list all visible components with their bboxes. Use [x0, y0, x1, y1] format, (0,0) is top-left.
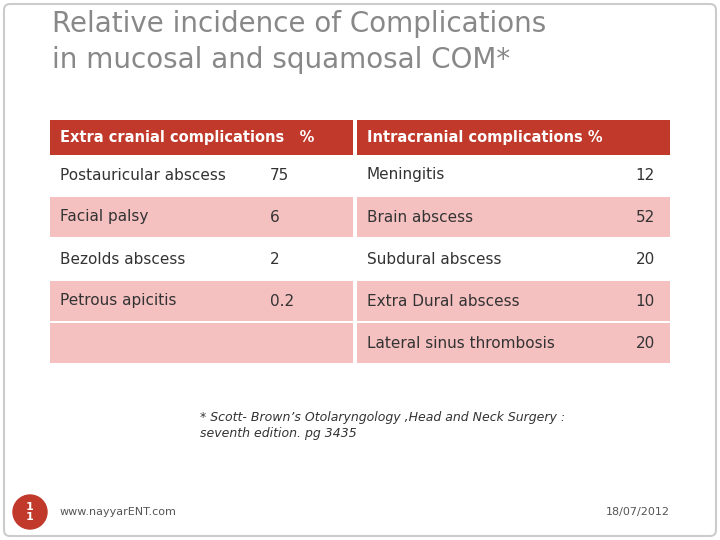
- FancyBboxPatch shape: [357, 120, 670, 155]
- Text: Lateral sinus thrombosis: Lateral sinus thrombosis: [367, 335, 555, 350]
- Text: Extra cranial complications   %: Extra cranial complications %: [60, 130, 315, 145]
- Text: Facial palsy: Facial palsy: [60, 210, 148, 225]
- FancyBboxPatch shape: [357, 197, 670, 237]
- Text: Extra Dural abscess: Extra Dural abscess: [367, 294, 520, 308]
- Text: Relative incidence of Complications
in mucosal and squamosal COM*: Relative incidence of Complications in m…: [52, 10, 546, 73]
- Text: Meningitis: Meningitis: [367, 167, 446, 183]
- FancyBboxPatch shape: [357, 281, 670, 321]
- FancyBboxPatch shape: [50, 239, 353, 279]
- Circle shape: [13, 495, 47, 529]
- Text: 1
1: 1 1: [26, 502, 34, 522]
- Text: 18/07/2012: 18/07/2012: [606, 507, 670, 517]
- Text: www.nayyarENT.com: www.nayyarENT.com: [60, 507, 177, 517]
- Text: 20: 20: [636, 335, 655, 350]
- Text: 12: 12: [636, 167, 655, 183]
- Text: Intracranial complications %: Intracranial complications %: [367, 130, 603, 145]
- FancyBboxPatch shape: [4, 4, 716, 536]
- Text: 20: 20: [636, 252, 655, 267]
- Text: Postauricular abscess: Postauricular abscess: [60, 167, 226, 183]
- Text: 6: 6: [270, 210, 280, 225]
- FancyBboxPatch shape: [357, 239, 670, 279]
- FancyBboxPatch shape: [357, 323, 670, 363]
- Text: 0.2: 0.2: [270, 294, 294, 308]
- Text: seventh edition. pg 3435: seventh edition. pg 3435: [200, 427, 356, 440]
- Text: Brain abscess: Brain abscess: [367, 210, 473, 225]
- FancyBboxPatch shape: [50, 155, 353, 195]
- FancyBboxPatch shape: [50, 281, 353, 321]
- Text: 10: 10: [636, 294, 655, 308]
- FancyBboxPatch shape: [357, 155, 670, 195]
- FancyBboxPatch shape: [50, 120, 353, 155]
- Text: 75: 75: [270, 167, 289, 183]
- Text: 52: 52: [636, 210, 655, 225]
- Text: Subdural abscess: Subdural abscess: [367, 252, 502, 267]
- FancyBboxPatch shape: [50, 197, 353, 237]
- FancyBboxPatch shape: [50, 323, 353, 363]
- Text: * Scott- Brown’s Otolaryngology ,Head and Neck Surgery :: * Scott- Brown’s Otolaryngology ,Head an…: [200, 411, 565, 424]
- Text: Bezolds abscess: Bezolds abscess: [60, 252, 185, 267]
- Text: Petrous apicitis: Petrous apicitis: [60, 294, 176, 308]
- Text: 2: 2: [270, 252, 279, 267]
